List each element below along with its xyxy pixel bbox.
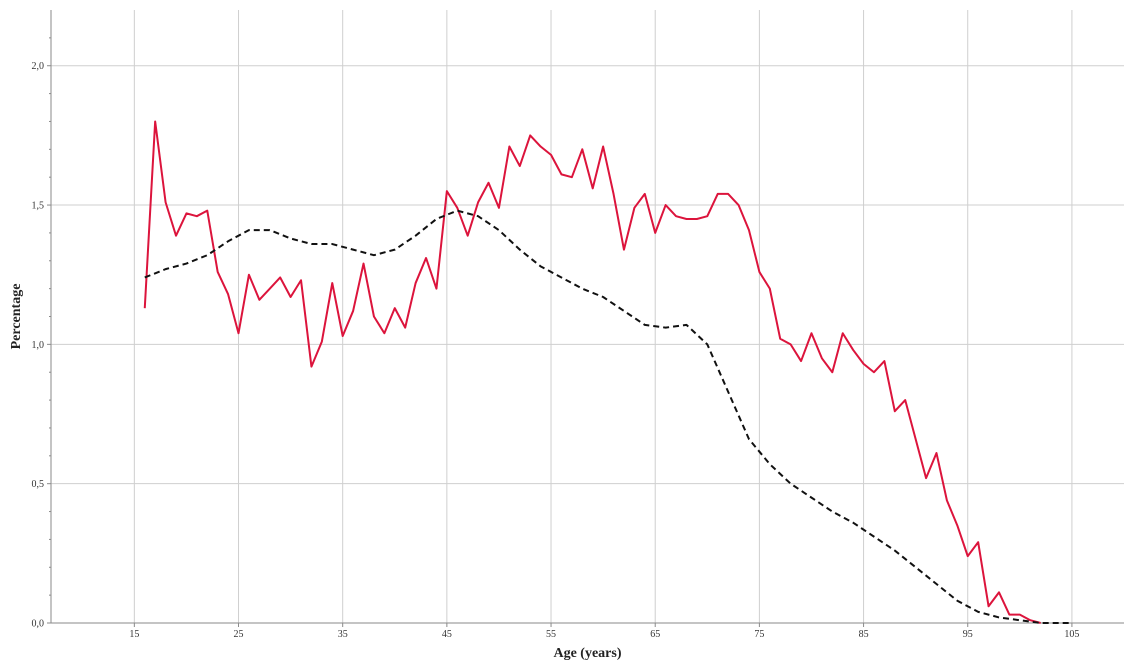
x-tick-label: 105 bbox=[1064, 629, 1079, 640]
y-tick-label: 0,5 bbox=[32, 479, 45, 490]
y-tick-label: 0,0 bbox=[32, 619, 45, 630]
y-tick-label: 2,0 bbox=[32, 61, 45, 72]
x-tick-label: 55 bbox=[546, 629, 556, 640]
y-axis-title: Percentage bbox=[9, 284, 24, 350]
grid bbox=[51, 10, 1124, 624]
series-layer bbox=[143, 120, 1072, 624]
y-tick-label: 1,0 bbox=[32, 340, 45, 351]
x-tick-label: 85 bbox=[859, 629, 869, 640]
tick-labels: 15 25 35 45 55 65 75 85 95 105 0,0 0,5 1,0 1,5 2,0 bbox=[32, 61, 1080, 640]
x-tick-label: 15 bbox=[129, 629, 139, 640]
x-axis-title: Age (years) bbox=[553, 646, 621, 661]
axes bbox=[47, 10, 1124, 627]
x-tick-label: 75 bbox=[754, 629, 764, 640]
x-tick-label: 45 bbox=[442, 629, 452, 640]
x-tick-label: 35 bbox=[338, 629, 348, 640]
x-tick-label: 65 bbox=[650, 629, 660, 640]
series-line-dashed bbox=[144, 209, 1072, 624]
series-line-solid bbox=[143, 120, 1041, 624]
x-tick-label: 25 bbox=[234, 629, 244, 640]
x-tick-label: 95 bbox=[963, 629, 973, 640]
y-tick-label: 1,5 bbox=[32, 201, 45, 212]
